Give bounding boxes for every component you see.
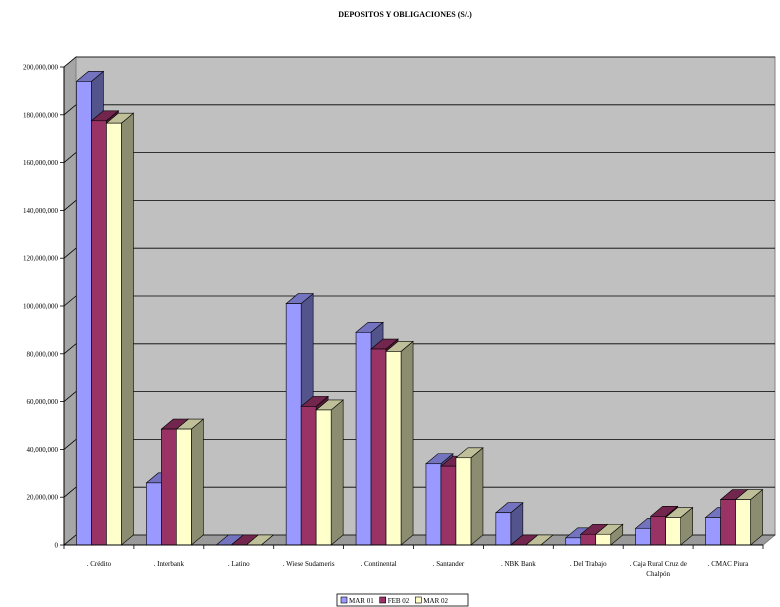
y-tick-label: 140,000,000 (23, 207, 59, 215)
gridline-side (63, 56, 77, 68)
bar (91, 120, 107, 546)
legend: MAR 01 FEB 02 MAR 02 (336, 593, 469, 607)
bar (315, 409, 332, 546)
category-label: . Latino (228, 560, 250, 568)
bar (76, 81, 92, 546)
bar (300, 406, 317, 546)
category-label: . Del Trabajo (570, 560, 607, 568)
bar (720, 499, 736, 546)
category-label: . Wiese Sudameris (283, 560, 335, 568)
bar (161, 428, 177, 546)
bar (176, 428, 192, 546)
bar (355, 331, 372, 546)
gridline-side (63, 104, 77, 116)
y-tick-label: 60,000,000 (27, 398, 59, 406)
gridline-side (63, 439, 77, 450)
legend-swatch (379, 596, 387, 604)
bar (370, 348, 387, 546)
bar (665, 517, 681, 546)
bar (106, 122, 122, 546)
gridline-side (63, 391, 77, 402)
category-label: . Interbank (154, 560, 185, 568)
y-tick-label: 200,000,000 (23, 64, 59, 72)
legend-label: MAR 01 (349, 597, 374, 605)
chart-title: DEPOSITOS Y OBLIGACIONES (S/.) (338, 10, 472, 19)
gridline-side (63, 486, 77, 498)
bar (425, 463, 442, 546)
bar (595, 533, 612, 546)
y-tick-label: 180,000,000 (23, 111, 59, 119)
bar (705, 517, 721, 546)
legend-swatch (340, 596, 348, 604)
bar (146, 482, 162, 546)
bar (440, 465, 457, 546)
category-label: . CMAC Piura (708, 560, 750, 568)
category-label: . Crédito (87, 560, 112, 568)
gridline-side (63, 200, 77, 211)
bar-side (330, 399, 344, 546)
category-label: . Continental (360, 560, 396, 568)
y-tick-label: 100,000,000 (23, 303, 59, 311)
bar (385, 351, 402, 546)
bar (455, 457, 472, 546)
gridline-side (63, 247, 77, 259)
category-label: . Caja Rural Cruz de Chalpón (629, 560, 686, 578)
bar-side (121, 112, 134, 546)
gridline-side (63, 295, 77, 307)
legend-box (336, 593, 469, 607)
category-label: . Santander (433, 560, 465, 568)
legend-label: FEB 02 (388, 597, 410, 605)
gridline-side (63, 152, 77, 163)
bar-side (470, 447, 484, 546)
bar (285, 303, 302, 546)
y-tick-label: 40,000,000 (27, 446, 59, 454)
bar (580, 533, 597, 546)
bar (565, 537, 582, 546)
bar (735, 499, 751, 546)
legend-label: MAR 02 (423, 597, 448, 605)
y-tick-label: 20,000,000 (27, 494, 59, 502)
bar-side (400, 340, 414, 546)
y-tick-label: 120,000,000 (23, 255, 59, 263)
gridline-side (63, 534, 77, 546)
y-tick-label: 80,000,000 (27, 350, 59, 358)
bar-side (191, 418, 204, 546)
category-label: . NBK Bank (501, 560, 536, 568)
y-tick-label: 160,000,000 (23, 159, 59, 167)
bar (635, 527, 651, 546)
legend-swatch (414, 596, 422, 604)
gridline-side (63, 343, 77, 355)
bar (650, 516, 666, 546)
bar (495, 512, 512, 546)
y-tick-label: 0 (55, 542, 59, 550)
plot-area: 0 20,000,000 40,000,000 60,000,000 80,000,00… (23, 55, 777, 578)
